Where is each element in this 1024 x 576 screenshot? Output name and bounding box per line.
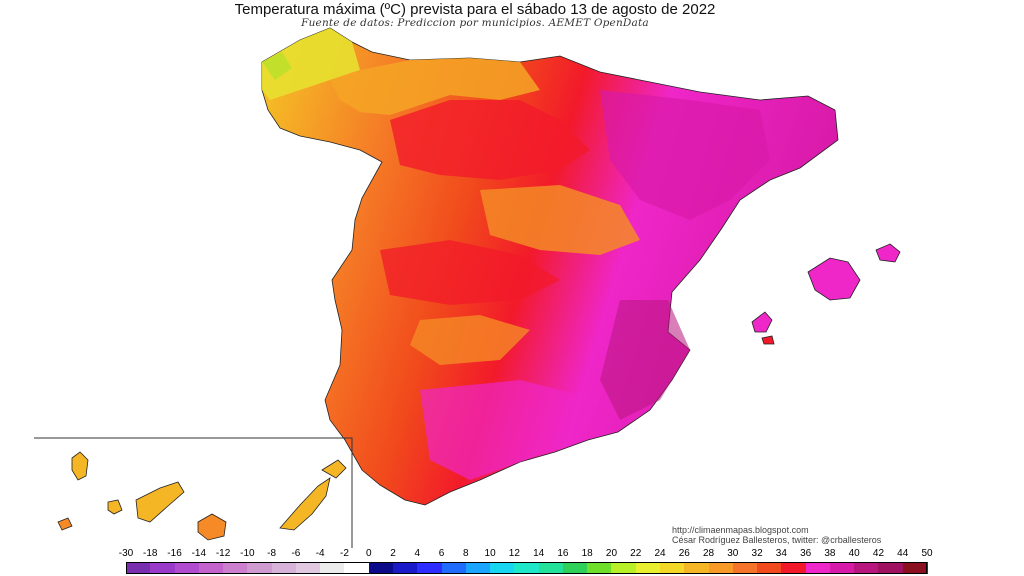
legend-swatch: [514, 562, 540, 574]
legend-swatch: [417, 562, 443, 574]
legend-tick: -18: [143, 548, 158, 559]
legend-tick: 0: [365, 548, 372, 559]
legend-swatch: [320, 562, 346, 574]
legend-tick: 30: [727, 548, 739, 559]
legend-swatch: [150, 562, 176, 574]
legend-swatch: [854, 562, 880, 574]
legend-tick: 34: [775, 548, 787, 559]
legend-swatch: [902, 562, 928, 574]
map-title: Temperatura máxima (ºC) prevista para el…: [234, 1, 716, 18]
legend-tick: 50: [921, 548, 933, 559]
legend-swatch: [635, 562, 661, 574]
legend-tick: 40: [848, 548, 860, 559]
legend-tick: 20: [605, 548, 618, 559]
legend-swatch: [708, 562, 734, 574]
legend-tick: 32: [751, 548, 763, 559]
legend-tick: -16: [167, 548, 182, 559]
legend-swatch: [611, 562, 637, 574]
legend-swatch: [587, 562, 613, 574]
credits: http://climaenmapas.blogspot.com César R…: [672, 525, 881, 545]
legend-swatch: [684, 562, 710, 574]
color-legend: -30 -18 -16 -14 -12 -10 -8 -6 -4 -2 0 2 4 6 8 10 12 14 16 1…: [0, 548, 1024, 576]
legend-swatch: [368, 562, 394, 574]
canary-inset-frame: [34, 437, 353, 548]
legend-swatch: [271, 562, 297, 574]
legend-swatch: [393, 562, 418, 574]
legend-swatch: [660, 562, 685, 574]
legend-tick: -12: [215, 548, 231, 559]
legend-swatch: [538, 562, 564, 574]
legend-swatch: [829, 562, 855, 574]
legend-tick: 16: [557, 548, 569, 559]
legend-tick: 8: [463, 548, 469, 559]
temperature-map: [34, 27, 901, 548]
legend-tick: 26: [678, 548, 690, 559]
credits-url: http://climaenmapas.blogspot.com: [672, 525, 809, 535]
legend-tick: 42: [872, 548, 885, 559]
canary-islands: [57, 451, 347, 541]
legend-tick: -2: [340, 548, 349, 559]
legend-tick: 22: [630, 548, 642, 559]
legend-tick: -6: [291, 548, 301, 559]
legend-swatch: [247, 562, 273, 574]
legend-swatch: [198, 562, 224, 574]
legend-tick: 14: [533, 548, 545, 559]
legend-tick: 2: [390, 548, 396, 559]
legend-tick: -10: [240, 548, 255, 559]
legend-tick: 44: [897, 548, 909, 559]
balearic-islands: [751, 243, 901, 345]
legend-tick: -8: [267, 548, 277, 559]
map-subtitle: Fuente de datos: Prediccion por municipi…: [301, 17, 649, 29]
legend-tick: -14: [191, 548, 207, 559]
legend-swatch: [805, 562, 831, 574]
legend-swatch: [465, 562, 491, 574]
legend-swatch: [441, 562, 467, 574]
legend-tick: -4: [315, 548, 325, 559]
legend-swatch: [295, 562, 321, 574]
legend-tick: 36: [800, 548, 812, 559]
legend-swatch: [174, 562, 200, 574]
legend-tick: 6: [438, 548, 445, 559]
credits-author: César Rodríguez Ballesteros, twitter: @c…: [672, 535, 882, 545]
legend-swatch: [223, 562, 249, 574]
legend-tick: 38: [824, 548, 836, 559]
legend-swatch: [732, 562, 758, 574]
legend-tick: 24: [654, 548, 666, 559]
legend-tick: 28: [702, 548, 715, 559]
legend-swatch: [781, 562, 807, 574]
legend-swatch: [757, 562, 783, 574]
legend-tick: 18: [581, 548, 593, 559]
legend-swatch: [562, 562, 588, 574]
legend-swatch: [878, 562, 904, 574]
legend-swatch: [126, 562, 151, 574]
legend-swatch: [344, 562, 370, 574]
legend-tick: -30: [118, 548, 134, 559]
legend-tick: 10: [484, 548, 496, 559]
peninsula-region: [261, 27, 839, 506]
legend-tick: 12: [508, 548, 520, 559]
legend-tick: 4: [414, 548, 421, 559]
legend-swatch: [490, 562, 516, 574]
